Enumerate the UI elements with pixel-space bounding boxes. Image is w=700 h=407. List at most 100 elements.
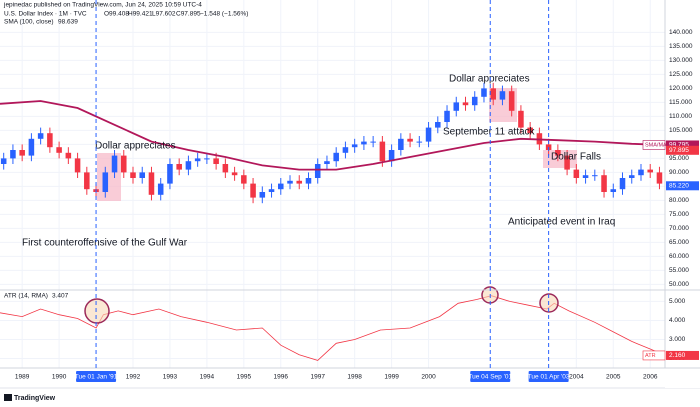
event-label-bg — [470, 371, 511, 382]
candle-body — [19, 150, 25, 156]
x-tick-label: 1997 — [310, 374, 325, 381]
candle-body — [305, 178, 312, 184]
y-tick-label: 135.000 — [669, 43, 693, 50]
candle-body — [139, 172, 146, 178]
y-tick-label: 80.000 — [669, 197, 689, 204]
price-tag-label: 99.795 — [669, 142, 689, 149]
annotation: First counteroffensive of the Gulf War — [22, 238, 188, 249]
candle-body — [555, 150, 561, 156]
y-tick-label: 110.000 — [669, 113, 692, 120]
candle-body — [130, 172, 136, 178]
candle-body — [527, 127, 533, 134]
symbol-title: U.S. Dollar Index · 1M · TVC — [4, 11, 87, 18]
candle-body — [10, 150, 16, 159]
y-tick-label: 90.000 — [669, 169, 689, 176]
candle-body — [324, 161, 330, 164]
logo-icon — [4, 394, 12, 401]
x-tick-label: 1994 — [200, 374, 215, 381]
candle-body — [0, 158, 7, 164]
candle-body — [407, 138, 413, 142]
candle-body — [582, 175, 589, 178]
candle-body — [619, 178, 626, 190]
x-tick-label: 1989 — [15, 374, 30, 381]
ohlc-value: −1.548 (−1.56%) — [200, 11, 248, 18]
annotation: Dollar Falls — [551, 152, 601, 163]
candle-body — [435, 122, 441, 128]
candle-body — [379, 141, 386, 162]
candle-body — [287, 180, 293, 184]
price-tag-label: 97.895 — [669, 147, 689, 154]
candle-body — [185, 161, 192, 170]
y-tick-label: 115.000 — [669, 99, 692, 106]
y-tick-label: 50.000 — [669, 281, 689, 288]
candle-body — [351, 144, 358, 148]
x-tick-label: 1996 — [274, 374, 289, 381]
candle-body — [361, 141, 367, 145]
y-tick-label: 95.000 — [669, 155, 689, 162]
event-label: Tue 01 Apr '03 — [528, 374, 570, 381]
price-tag-name: ATR — [645, 353, 656, 359]
x-tick-label: 2004 — [569, 374, 584, 381]
annotation: Dollar appreciates — [95, 141, 176, 152]
candle-body — [204, 158, 210, 160]
candle-body — [157, 183, 164, 195]
candle-body — [573, 169, 580, 178]
y-tick-label: 75.000 — [669, 211, 689, 218]
sma-line — [0, 100, 666, 171]
candle-body — [601, 175, 607, 192]
y-tick-label: 125.000 — [669, 71, 693, 78]
ohlc-value: C97.895 — [176, 11, 201, 18]
candle-body — [647, 169, 653, 173]
candle-body — [111, 155, 118, 173]
event-label: Tue 01 Jan '91 — [75, 374, 118, 381]
candle-body — [453, 102, 460, 111]
candle-body — [250, 183, 256, 198]
candle-body — [610, 189, 617, 192]
candle-body — [167, 164, 173, 184]
y-tick-label: 105.000 — [669, 127, 693, 134]
y-tick-label: 70.000 — [669, 225, 689, 232]
sma-legend: SMA (100, close) — [4, 19, 54, 26]
price-axis-bg — [665, 0, 700, 388]
candle-body — [333, 152, 339, 162]
candle-body — [398, 138, 404, 150]
candle-body — [102, 172, 109, 192]
candle-body — [278, 183, 284, 190]
candle-body — [47, 133, 53, 148]
candle-body — [296, 180, 303, 184]
candle-body — [388, 150, 395, 162]
candle-body — [231, 172, 238, 176]
candle-body — [481, 88, 487, 97]
candle-body — [84, 172, 90, 190]
y-tick-label: 55.000 — [669, 267, 689, 274]
candle-body — [74, 158, 81, 173]
x-tick-label: 2005 — [606, 374, 621, 381]
event-label-bg — [528, 371, 569, 382]
candle-body — [222, 164, 229, 173]
footer-logo: TradingView — [14, 395, 56, 402]
candle-body — [656, 172, 663, 184]
candle-body — [213, 158, 219, 164]
ohlc-value: O99.408 — [104, 11, 129, 18]
candle-body — [176, 164, 182, 170]
plot — [0, 82, 666, 361]
candle-body — [471, 96, 478, 106]
published-line: jepinedac published on TradingView.com, … — [3, 2, 202, 9]
candle-body — [37, 133, 44, 139]
candle-body — [638, 169, 644, 176]
ohlc-value: L97.602 — [152, 11, 176, 18]
price-tag — [666, 350, 699, 360]
candle-body — [499, 91, 506, 100]
header: U.S. Dollar Index · 1M · TVC O99.408 H99.… — [4, 11, 248, 18]
price-tag — [666, 145, 699, 155]
candle-body — [28, 138, 35, 156]
y-tick-label: 120.000 — [669, 85, 693, 92]
x-tick-label: 1998 — [347, 374, 362, 381]
y-tick-label: 140.000 — [669, 29, 693, 36]
price-tag — [666, 140, 699, 150]
ohlc-value: H99.421 — [128, 11, 153, 18]
x-tick-label: 1999 — [384, 374, 399, 381]
atr-legend-value: 3.407 — [52, 293, 69, 300]
candle-body — [268, 189, 275, 192]
